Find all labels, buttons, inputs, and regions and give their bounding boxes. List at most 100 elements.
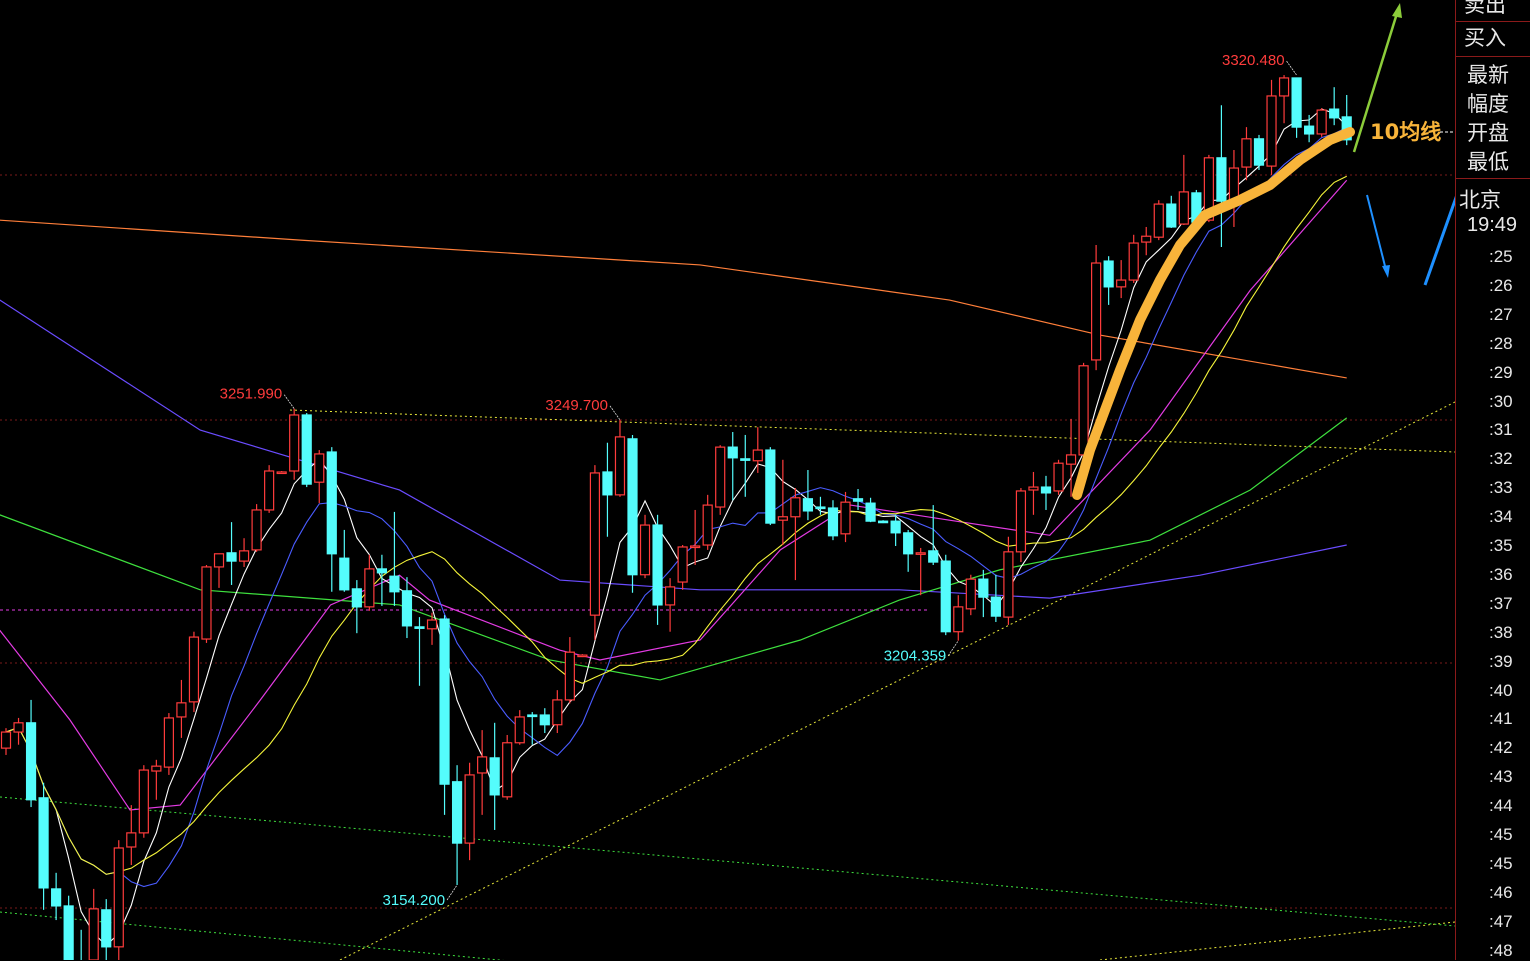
sell-button[interactable]: 卖出 xyxy=(1456,0,1530,22)
channel-line-green-lower xyxy=(0,911,505,960)
tick-time: :37 xyxy=(1489,593,1513,613)
extreme-price-label: 3249.700 xyxy=(545,397,608,414)
candle-up xyxy=(1078,365,1089,456)
arrowhead-icon xyxy=(1392,3,1402,18)
tick-time: :46 xyxy=(1489,882,1513,902)
candle-up xyxy=(1053,462,1064,492)
candle-up xyxy=(364,568,375,608)
label-pointer xyxy=(446,884,458,901)
candle-down xyxy=(727,446,738,459)
channel-line-green xyxy=(0,796,1455,927)
candle-down xyxy=(627,438,638,576)
candle-down xyxy=(414,626,425,629)
candle-up xyxy=(514,716,525,744)
candle-up xyxy=(1003,551,1014,618)
candle-up xyxy=(702,504,713,546)
candlestick-chart[interactable]: 3320.480 3251.990 3249.700 3154.200 3204.359… xyxy=(0,0,1455,960)
candle-down xyxy=(1253,138,1265,166)
candle-down xyxy=(339,557,350,591)
candle-down xyxy=(38,797,49,889)
candle-down xyxy=(351,588,362,608)
candle-up xyxy=(777,516,788,521)
candle-down xyxy=(376,568,387,574)
green-ma-line xyxy=(0,417,1348,681)
magenta-ma-line xyxy=(0,179,1348,811)
candle-down xyxy=(451,781,463,844)
tick-time: :42 xyxy=(1489,738,1513,758)
up-arrow-blue xyxy=(1423,195,1455,286)
candle-up xyxy=(953,606,964,633)
candle-down xyxy=(1103,260,1114,288)
current-time: 19:49 xyxy=(1467,214,1518,236)
tick-time: :47 xyxy=(1489,911,1513,931)
candle-up xyxy=(677,546,688,583)
field-open: 开盘 xyxy=(1467,122,1509,145)
sell-label: 卖出 xyxy=(1464,0,1506,17)
candle-up xyxy=(1065,454,1077,465)
quote-panel: 卖出 买入 最新 幅度 开盘 最低 北京 19:49 :25:26:27:28:… xyxy=(1455,0,1530,960)
tick-time: :33 xyxy=(1489,478,1513,498)
candle-up xyxy=(915,552,926,555)
candle-up xyxy=(1278,77,1290,97)
candle-up xyxy=(589,472,601,616)
field-latest: 最新 xyxy=(1467,64,1509,87)
arrowhead-icon xyxy=(1382,265,1390,278)
candle-up xyxy=(113,847,124,948)
quote-fields: 最新 幅度 开盘 最低 xyxy=(1456,57,1530,179)
annotation-label: 10均线 xyxy=(1370,120,1441,144)
candle-down xyxy=(101,909,112,948)
tick-time: :28 xyxy=(1489,333,1513,353)
orange-ma-line xyxy=(0,219,1347,379)
candle-down xyxy=(25,722,37,801)
candle-down xyxy=(928,550,939,563)
extreme-price-label: 3204.359 xyxy=(884,648,947,665)
candle-up xyxy=(690,545,701,549)
tick-time: :45 xyxy=(1489,853,1513,873)
candle-down xyxy=(1166,203,1177,228)
candle-down xyxy=(827,507,839,537)
resistance-trend-line xyxy=(289,409,1455,453)
tick-time: :48 xyxy=(1489,940,1513,960)
candle-down xyxy=(1291,77,1302,128)
tick-time: :40 xyxy=(1489,680,1513,700)
candle-up xyxy=(639,524,651,576)
candle-down xyxy=(1329,108,1340,119)
candle-up xyxy=(577,654,588,658)
buy-button[interactable]: 买入 xyxy=(1456,22,1530,57)
candle-up xyxy=(238,550,250,562)
candle-down xyxy=(865,502,876,522)
candle-up xyxy=(564,651,575,701)
candle-up xyxy=(201,566,212,640)
candle-down xyxy=(389,575,400,593)
tick-time: :27 xyxy=(1489,304,1513,324)
candle-down xyxy=(301,414,312,485)
candle-up xyxy=(138,769,149,834)
candle-down xyxy=(852,498,864,502)
candle-up xyxy=(213,553,225,568)
candle-up xyxy=(1178,191,1189,225)
candle-up xyxy=(88,908,99,960)
candle-up xyxy=(965,578,976,610)
tick-time: :35 xyxy=(1489,536,1513,555)
ma10-line xyxy=(5,126,1347,888)
candle-down xyxy=(903,532,914,555)
candle-up xyxy=(614,436,626,496)
ma5-line xyxy=(5,108,1348,947)
candle-down xyxy=(877,520,889,524)
candle-up xyxy=(1241,138,1252,168)
tick-time: :45 xyxy=(1489,825,1513,844)
candle-down xyxy=(978,578,989,598)
candle-down xyxy=(63,905,74,960)
candle-down xyxy=(1304,125,1315,135)
candle-down xyxy=(652,524,663,606)
candle-down xyxy=(226,552,237,562)
candle-down xyxy=(740,458,751,461)
extreme-price-label: 3154.200 xyxy=(383,892,446,909)
candle-up xyxy=(1316,109,1327,135)
candle-up xyxy=(664,586,676,606)
extreme-price-label: 3320.480 xyxy=(1222,52,1285,69)
tick-time: :38 xyxy=(1489,622,1513,642)
candle-up xyxy=(1203,157,1214,221)
candle-up xyxy=(1153,203,1164,238)
candle-up xyxy=(1091,262,1102,361)
